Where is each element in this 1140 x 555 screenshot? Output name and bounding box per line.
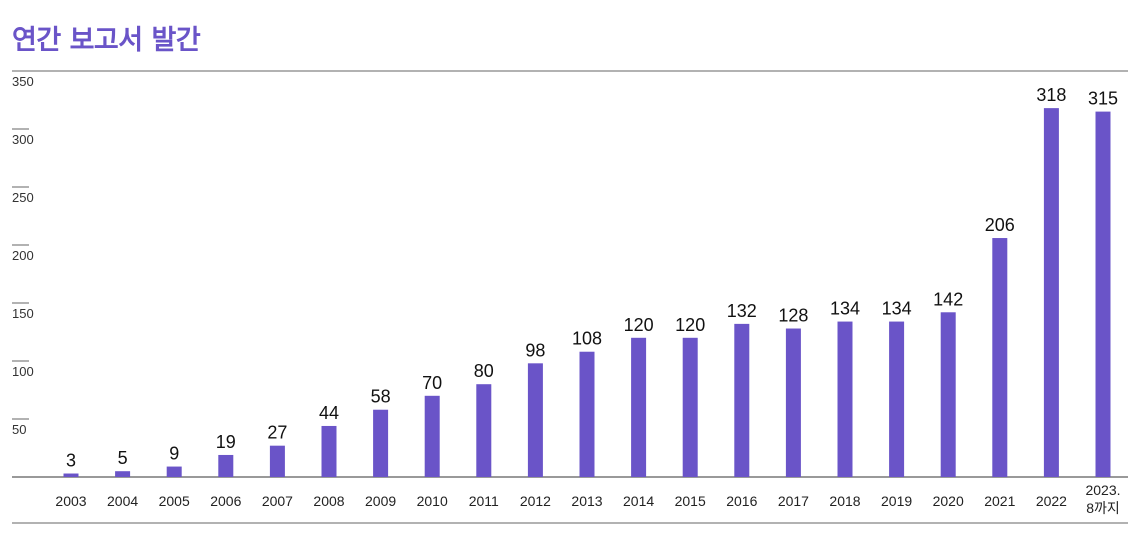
data-label: 318 [1036, 85, 1066, 105]
bar [992, 238, 1008, 477]
bar [527, 363, 543, 477]
data-label: 142 [933, 289, 963, 309]
bar [837, 321, 853, 477]
x-tick-label: 2011 [469, 493, 499, 509]
data-label: 58 [371, 387, 391, 407]
data-label: 134 [830, 299, 860, 319]
x-tick-label: 2017 [778, 493, 809, 509]
x-tick-label: 2019 [881, 493, 912, 509]
x-tick-label: 2006 [210, 493, 241, 509]
x-tick-label: 2016 [726, 493, 757, 509]
bar [166, 466, 182, 477]
data-label: 44 [319, 403, 339, 423]
bar [115, 471, 131, 477]
bar [631, 337, 647, 477]
data-label: 3 [66, 451, 76, 471]
x-tick-label: 2004 [107, 493, 138, 509]
bar [218, 454, 234, 477]
bar [579, 351, 595, 477]
x-tick-label: 2022 [1036, 493, 1067, 509]
data-label: 27 [267, 423, 287, 443]
bar [785, 328, 801, 477]
x-tick-label: 2005 [159, 493, 190, 509]
bar [734, 323, 750, 477]
bar [1043, 108, 1059, 478]
bar [940, 312, 956, 477]
x-tick-label: 2014 [623, 493, 654, 509]
bar [476, 384, 492, 477]
data-label: 108 [572, 329, 602, 349]
bar [321, 425, 337, 477]
data-label: 206 [985, 215, 1015, 235]
x-tick-label: 2021 [984, 493, 1015, 509]
bar [889, 321, 905, 477]
data-label: 120 [675, 315, 705, 335]
data-label: 120 [624, 315, 654, 335]
x-tick-label: 2008 [313, 493, 344, 509]
data-label: 98 [525, 340, 545, 360]
data-label: 132 [727, 301, 757, 321]
data-label: 70 [422, 373, 442, 393]
x-tick-label: 2012 [520, 493, 551, 509]
bar [682, 337, 698, 477]
data-label: 128 [778, 306, 808, 326]
chart-title: 연간 보고서 발간 [12, 25, 201, 56]
bar [269, 445, 285, 477]
y-tick-label: 100 [12, 364, 34, 379]
x-tick-label: 2007 [262, 493, 293, 509]
data-label: 80 [474, 361, 494, 381]
y-tick-label: 150 [12, 306, 34, 321]
data-label: 9 [169, 444, 179, 464]
x-tick-label: 2003 [55, 493, 86, 509]
bar [373, 409, 389, 477]
data-label: 19 [216, 432, 236, 452]
bar [424, 395, 440, 477]
y-tick-label: 350 [12, 74, 34, 89]
bar [63, 473, 79, 477]
data-label: 315 [1088, 89, 1118, 109]
data-label: 134 [882, 299, 912, 319]
bar [1095, 111, 1111, 477]
x-tick-label: 2010 [417, 493, 448, 509]
x-tick-label: 2018 [829, 493, 860, 509]
x-tick-label: 2009 [365, 493, 396, 509]
y-tick-label: 50 [12, 422, 26, 437]
x-tick-label: 2020 [933, 493, 964, 509]
y-tick-label: 300 [12, 132, 34, 147]
y-tick-label: 250 [12, 190, 34, 205]
data-label: 5 [118, 448, 128, 468]
y-tick-label: 200 [12, 248, 34, 263]
x-tick-label: 2023. 8까지 [1085, 482, 1120, 516]
x-tick-label: 2013 [571, 493, 602, 509]
x-tick-label: 2015 [675, 493, 706, 509]
